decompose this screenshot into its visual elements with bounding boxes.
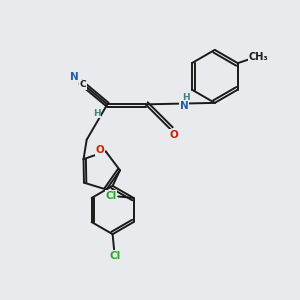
Text: O: O [169,130,178,140]
Text: N: N [180,101,189,111]
Text: H: H [182,92,190,101]
Text: CH₃: CH₃ [248,52,268,62]
Text: Cl: Cl [105,191,116,201]
Text: O: O [95,145,104,155]
Text: Cl: Cl [110,251,121,261]
Text: C: C [80,80,86,89]
Text: N: N [70,72,79,82]
Text: H: H [93,109,101,118]
